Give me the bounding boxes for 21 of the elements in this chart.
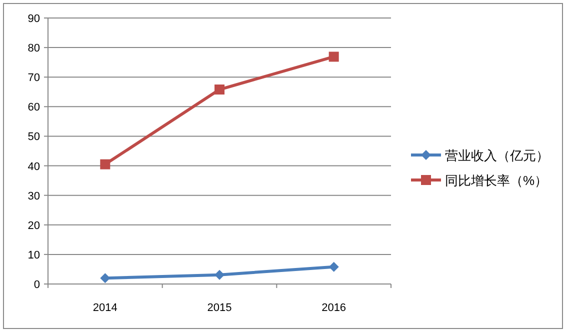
y-tick-label: 40	[28, 160, 40, 173]
y-tick-label: 30	[28, 190, 40, 202]
legend-label: 营业收入（亿元）	[445, 148, 549, 163]
y-tick-label: 50	[28, 131, 40, 144]
point	[100, 159, 110, 170]
point	[100, 273, 110, 284]
y-tick-label: 10	[28, 249, 40, 262]
y-tick-label: 80	[28, 42, 40, 55]
y-tick-label: 70	[28, 72, 40, 84]
y-tick-label: 0	[34, 279, 40, 291]
point	[328, 52, 339, 62]
point	[214, 84, 224, 95]
x-tick-label: 2014	[92, 302, 118, 314]
y-tick-label: 90	[28, 13, 40, 25]
x-tick-label: 2016	[322, 302, 346, 314]
y-tick-label: 20	[28, 220, 40, 232]
y-tick-label: 60	[28, 102, 40, 114]
x-tick-label: 2015	[207, 302, 232, 314]
legend-label: 同比增长率（%）	[445, 173, 548, 188]
point	[328, 262, 339, 272]
point	[214, 270, 224, 280]
